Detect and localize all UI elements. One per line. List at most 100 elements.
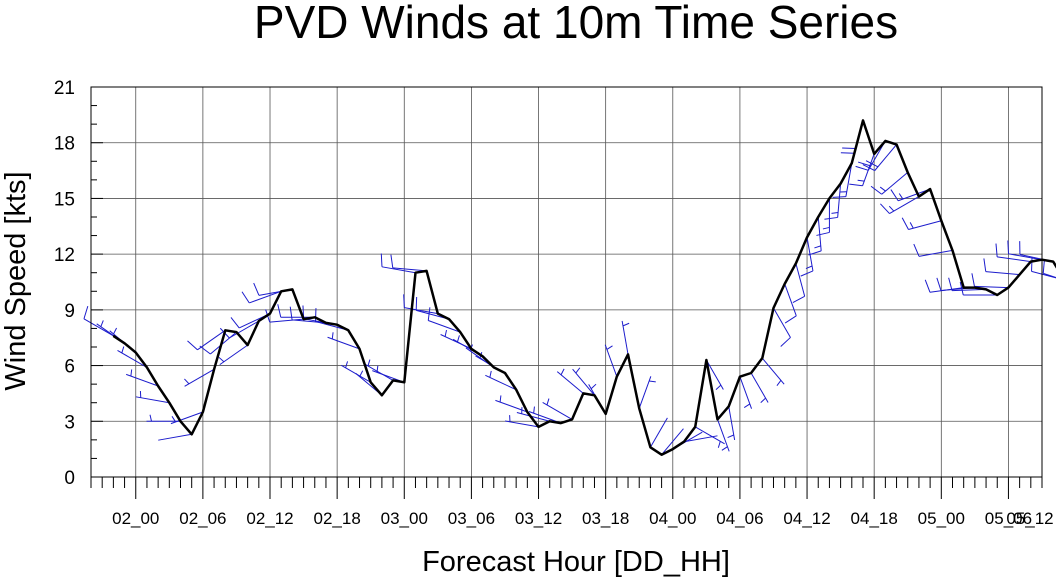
wind-barb [870,172,909,195]
barb-half-feather [760,397,766,404]
barb-half-feather [367,359,371,367]
barb-half-feather [359,370,364,377]
wind-barb [372,365,405,383]
plot-grid [91,87,1042,477]
barb-half-feather [909,222,914,229]
barb-half-feather [489,370,492,378]
barb-feather [1007,240,1010,254]
wind-barb [516,407,550,422]
barb-staff [705,359,724,390]
barb-staff [542,401,573,420]
wind-speed-point [168,402,170,404]
wind-speed-point [661,454,663,456]
wind-barb [504,415,539,428]
barb-staff [845,163,853,197]
wind-speed-point [828,197,831,200]
wind-barb [880,196,920,215]
barb-staff [837,183,842,218]
x-tick-label: 02_06 [179,509,226,528]
barb-feather [824,216,838,220]
wind-speed-point [302,318,305,320]
barb-feather [865,160,879,168]
wind-speed-point [851,162,853,164]
barb-feather [971,273,975,287]
barb-feather [890,189,899,202]
wind-speed-point [336,324,338,326]
wind-speed-point [985,288,987,291]
wind-speed-point [235,331,238,333]
barb-staff [717,419,730,452]
barb-staff [739,376,753,409]
y-tick-label: 12 [54,245,75,266]
wind-speed-point [1019,273,1021,276]
barb-half-feather [898,193,904,200]
x-tick-label: 03_06 [448,509,495,528]
wind-speed-point [974,286,976,289]
wind-barb [638,376,656,409]
wind-speed-point [1052,260,1054,263]
wind-barb [83,305,114,337]
x-tick-label: 04_18 [851,509,898,528]
wind-speed-point [1007,286,1010,289]
wind-barb [604,344,618,377]
barb-feather [403,294,405,308]
barb-staff [229,320,260,339]
barb-staff [392,267,427,272]
barb-staff [918,249,953,257]
wind-barb [901,217,942,230]
barb-staff [404,307,438,315]
barb-feather [83,305,89,320]
wind-barb [649,417,668,448]
wind-barb [750,372,769,404]
wind-barb [694,426,725,448]
barb-half-feather [184,378,190,385]
wind-speed-point [291,288,293,291]
barb-feather [936,277,942,291]
wind-barb [170,411,204,425]
barb-half-feather [721,446,728,451]
barb-staff [219,344,248,366]
plot-frame [90,86,1043,478]
barb-feather [253,282,260,296]
wind-speed-point [929,188,931,190]
barb-feather [199,345,211,355]
wind-barb [363,359,394,381]
wind-speed-point [414,272,417,274]
y-tick-label: 3 [64,412,75,433]
barb-staff [621,320,629,355]
chart-title: PVD Winds at 10m Time Series [254,0,898,48]
wind-barb [572,367,595,396]
barb-half-feather [149,414,152,422]
barb-half-feather [218,356,225,363]
barb-half-feather [171,416,177,423]
wind-barb [621,320,630,355]
x-tick-label: 03_18 [582,509,629,528]
barb-half-feather [100,320,104,327]
barb-half-feather [499,395,502,403]
barb-half-feather [345,361,349,368]
barb-feather [880,203,890,214]
barb-feather [780,337,791,347]
wind-speed-point [470,348,472,350]
barb-half-feather [888,205,895,212]
barb-staff [269,318,304,323]
x-tick-label: 04_06 [716,509,763,528]
wind-speed-point [392,379,394,382]
wind-speed-point [358,348,361,350]
wind-speed-point [112,335,114,337]
y-axis: 0 3 6 9 12 15 18 21 [54,78,103,489]
wind-speed-point [437,312,439,315]
barb-feather [808,250,822,256]
wind-barb [824,183,842,220]
y-axis-label: Wind Speed [kts] [0,171,32,390]
wind-barb [218,344,248,366]
wind-barb [158,433,192,441]
wind-speed-point [951,249,954,252]
barb-feather [380,253,383,267]
wind-speed-point [705,359,707,361]
wind-speed-point [537,426,540,428]
x-tick-label: 03_12 [515,509,562,528]
x-tick-label: 02_00 [112,509,159,528]
barb-staff [795,263,806,297]
barb-staff [661,428,684,456]
